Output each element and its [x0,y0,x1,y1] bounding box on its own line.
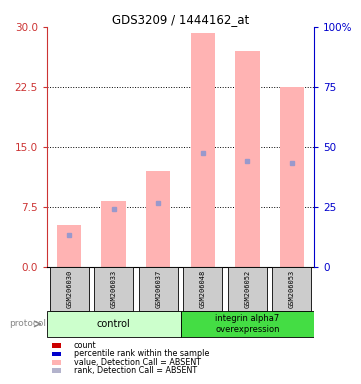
Bar [228,267,267,311]
Bar [49,267,89,311]
Bar [52,368,61,373]
Bar [94,267,133,311]
Text: protocol: protocol [9,319,47,328]
Text: GSM206052: GSM206052 [244,270,250,308]
Text: control: control [97,319,131,329]
Text: percentile rank within the sample: percentile rank within the sample [74,349,209,358]
Bar [57,225,82,267]
Text: GSM206053: GSM206053 [289,270,295,308]
Bar [47,311,180,337]
Text: value, Detection Call = ABSENT: value, Detection Call = ABSENT [74,358,201,367]
Text: rank, Detection Call = ABSENT: rank, Detection Call = ABSENT [74,366,197,375]
Text: GSM206030: GSM206030 [66,270,72,308]
Text: GSM206037: GSM206037 [155,270,161,308]
Bar [52,351,61,356]
Bar [101,202,126,267]
Bar [52,360,61,364]
Bar [180,311,314,337]
Bar [279,87,304,267]
Text: GSM206033: GSM206033 [111,270,117,308]
Bar [146,171,170,267]
Bar [272,267,312,311]
Bar [235,51,260,267]
Title: GDS3209 / 1444162_at: GDS3209 / 1444162_at [112,13,249,26]
Bar [191,33,215,267]
Bar [52,343,61,348]
Text: count: count [74,341,96,350]
Bar [183,267,222,311]
Bar [139,267,178,311]
Text: integrin alpha7
overexpression: integrin alpha7 overexpression [215,314,279,334]
Text: GSM206048: GSM206048 [200,270,206,308]
